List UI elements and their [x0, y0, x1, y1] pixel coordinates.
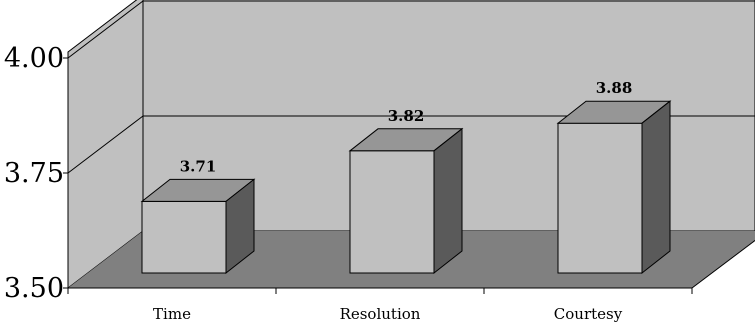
bar	[140, 178, 256, 275]
y-tick-label: 3.50	[4, 273, 64, 304]
data-label: 3.88	[596, 79, 633, 97]
x-tick-label: Courtesy	[554, 305, 623, 323]
bar-side	[433, 127, 463, 275]
y-tick-label: 3.75	[4, 158, 64, 189]
gridline-side	[67, 115, 144, 174]
x-tick-label: Resolution	[340, 305, 421, 323]
x-tick-label: Time	[153, 305, 191, 323]
bar-front	[349, 150, 435, 274]
bar	[556, 100, 672, 275]
bar-front	[557, 122, 643, 274]
gridline-side	[67, 0, 144, 59]
bar-side	[225, 178, 255, 275]
bar-front	[141, 200, 227, 274]
bar-side	[641, 100, 671, 275]
data-label: 3.82	[388, 107, 425, 125]
bars	[140, 100, 672, 275]
y-tick-label: 4.00	[4, 43, 64, 74]
data-label: 3.71	[180, 157, 217, 175]
x-axis-depth-line	[691, 239, 755, 289]
y-axis: 3.50 3.75 4.00	[4, 43, 755, 304]
labels: 3.71 Time 3.82 Resolution 3.88 Courtesy	[153, 79, 632, 323]
bar	[348, 127, 464, 275]
